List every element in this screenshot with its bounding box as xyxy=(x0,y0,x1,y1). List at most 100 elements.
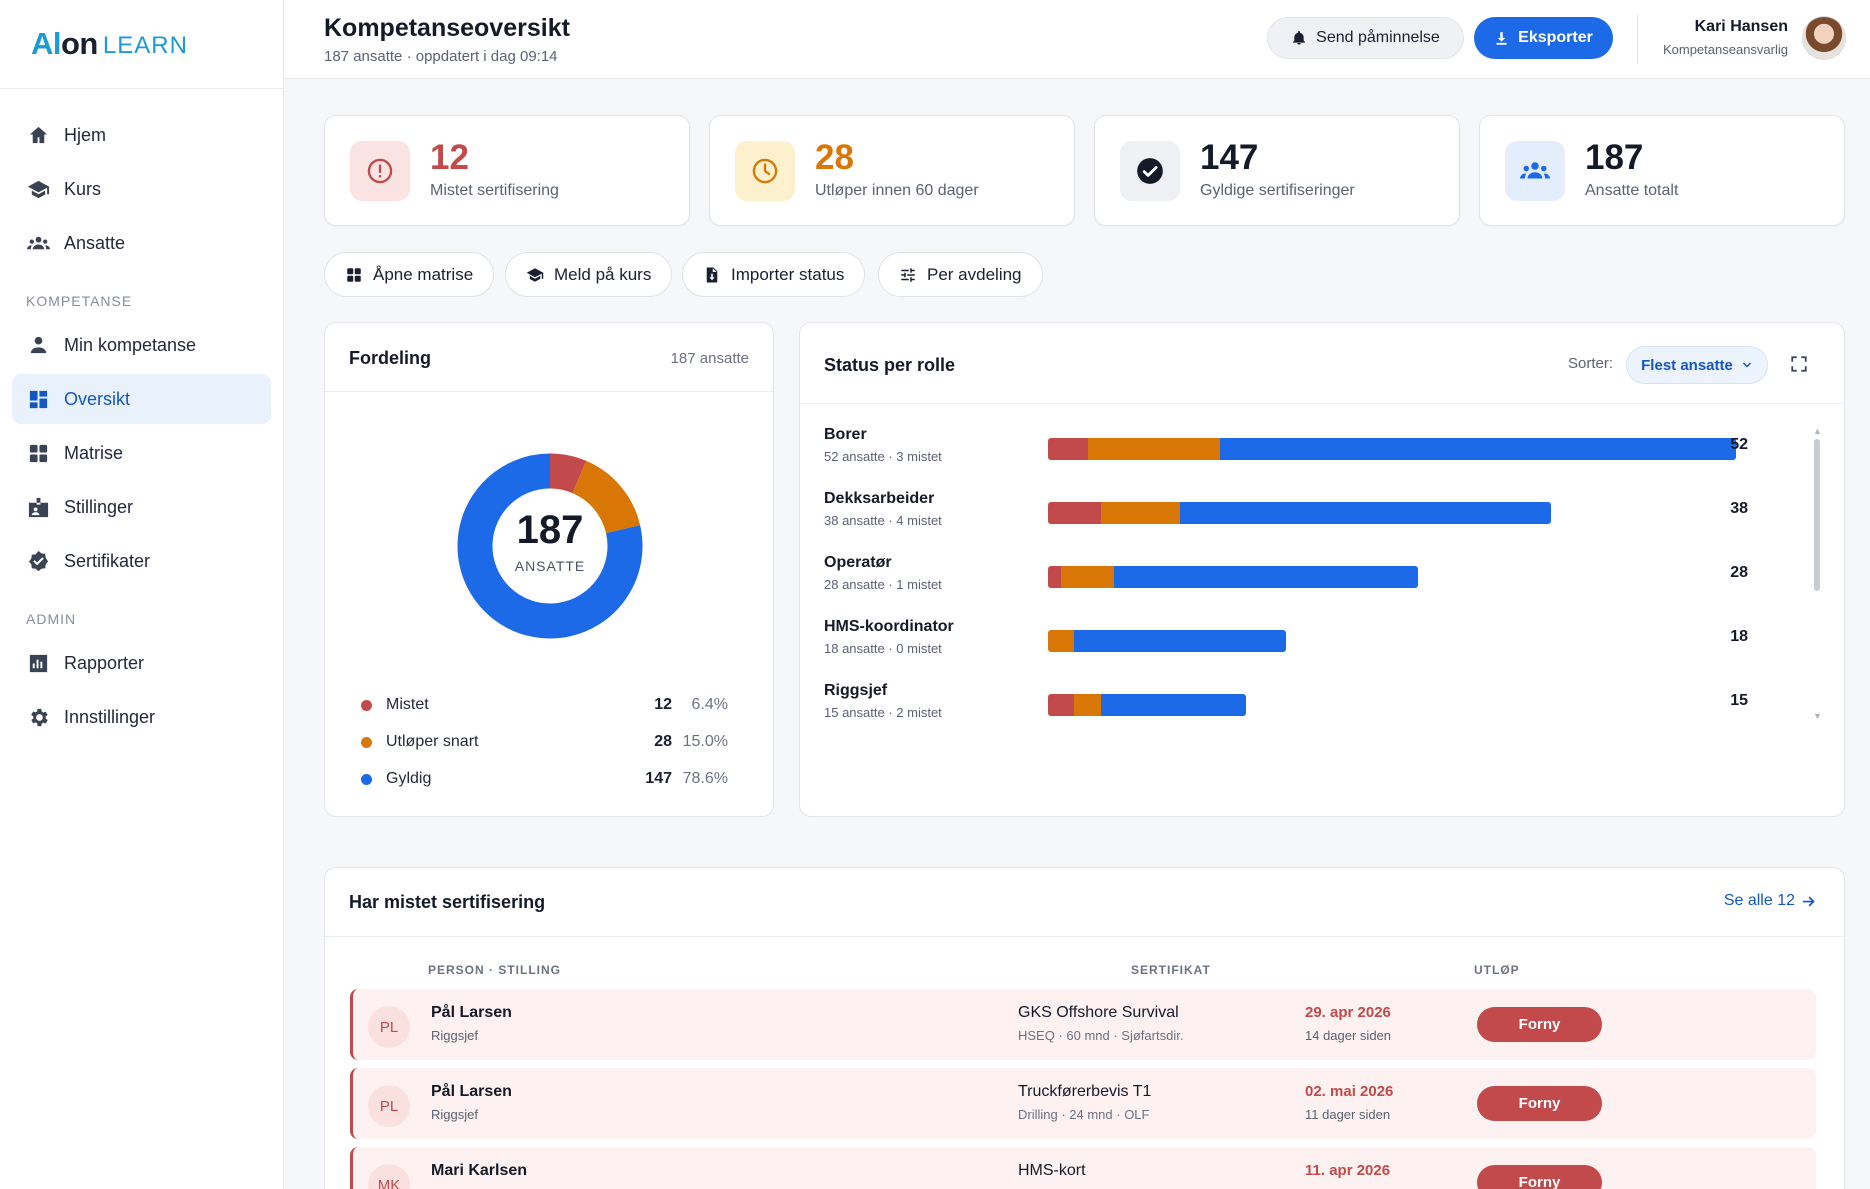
bar-segment-lost xyxy=(1048,694,1075,716)
stat-value: 187 xyxy=(1585,138,1644,177)
graduation-cap-icon xyxy=(526,267,544,282)
person-avatar: MK xyxy=(368,1164,410,1189)
role-summary: 52 ansatte · 3 mistet xyxy=(824,449,942,464)
sidebar-item-kurs[interactable]: Kurs xyxy=(12,164,271,214)
stat-value: 28 xyxy=(815,138,854,177)
user-role: Kompetanseansvarlig xyxy=(1662,42,1788,57)
role-bar xyxy=(1048,502,1551,524)
role-row[interactable]: Riggsjef 15 ansatte · 2 mistet 15 xyxy=(824,682,1748,720)
role-summary: 38 ansatte · 4 mistet xyxy=(824,513,942,528)
sidebar-item-ansatte[interactable]: Ansatte xyxy=(12,218,271,268)
role-name: Dekksarbeider xyxy=(824,490,935,507)
see-all-link[interactable]: Se alle 12 xyxy=(1724,892,1816,910)
role-row[interactable]: Dekksarbeider 38 ansatte · 4 mistet 38 xyxy=(824,490,1748,528)
sidebar-item-oversikt[interactable]: Oversikt xyxy=(12,374,271,424)
bar-segment-expiring xyxy=(1074,694,1101,716)
lost-cert-card: Har mistet sertifisering Se alle 12 PERS… xyxy=(324,867,1845,1189)
sort-dropdown[interactable]: Flest ansatte xyxy=(1626,346,1768,384)
donut-center-label: ANSATTE xyxy=(514,558,586,574)
expiry-date: 02. mai 2026 xyxy=(1305,1083,1394,1100)
brand-logo[interactable]: Alon LEARN xyxy=(0,0,283,89)
lost-cert-title: Har mistet sertifisering xyxy=(349,892,546,912)
sliders-icon xyxy=(901,267,915,282)
distribution-card: Fordeling 187 ansatte 187 ANSATTE Mistet… xyxy=(324,322,774,817)
bar-segment-expiring xyxy=(1048,630,1075,652)
bar-segment-valid xyxy=(1074,630,1287,652)
user-avatar[interactable] xyxy=(1802,16,1846,60)
role-summary: 18 ansatte · 0 mistet xyxy=(824,641,942,656)
grid-icon xyxy=(347,267,361,282)
bar-segment-valid xyxy=(1114,566,1419,588)
chevron-down-icon xyxy=(1742,362,1751,368)
enroll-course-button[interactable]: Meld på kurs xyxy=(505,252,673,297)
scroll-up-icon[interactable]: ▲ xyxy=(1813,426,1822,436)
distribution-count: 187 ansatte xyxy=(670,350,749,367)
open-matrix-button[interactable]: Åpne matrise xyxy=(324,252,495,297)
donut-slice-0 xyxy=(549,453,587,494)
bar-segment-expiring xyxy=(1100,502,1181,524)
group-icon xyxy=(1520,162,1550,179)
stat-card-total[interactable]: 187 Ansatte totalt xyxy=(1479,115,1845,226)
col-header-person: PERSON · STILLING xyxy=(428,963,562,977)
stat-card-expiring[interactable]: 28 Utløper innen 60 dager xyxy=(709,115,1075,226)
page-title: Kompetanseoversikt xyxy=(324,14,570,42)
bar-segment-lost xyxy=(1048,502,1101,524)
person-name: Mari Karlsen xyxy=(431,1162,528,1179)
export-button[interactable]: Eksporter xyxy=(1474,17,1613,59)
graduation-cap-icon xyxy=(27,180,50,198)
report-icon xyxy=(29,654,48,672)
renew-button[interactable]: Forny xyxy=(1477,1007,1602,1042)
stat-card-lost[interactable]: 12 Mistet sertifisering xyxy=(324,115,690,226)
sidebar-item-hjem[interactable]: Hjem xyxy=(12,110,271,160)
clock-icon xyxy=(752,158,778,184)
person-role: Riggsjef xyxy=(431,1028,478,1043)
stat-label: Ansatte totalt xyxy=(1585,182,1679,199)
role-name: HMS-koordinator xyxy=(824,618,954,635)
role-name: Riggsjef xyxy=(824,682,888,699)
role-bar xyxy=(1048,630,1287,652)
sidebar-item-sertifikater[interactable]: Sertifikater xyxy=(12,536,271,586)
role-bar xyxy=(1048,566,1419,588)
table-row[interactable]: MK Mari Karlsen HMS-kort 11. apr 2026 Fo… xyxy=(350,1147,1816,1189)
table-row[interactable]: PL Pål Larsen Riggsjef GKS Offshore Surv… xyxy=(350,989,1816,1060)
renew-button[interactable]: Forny xyxy=(1477,1165,1602,1189)
person-avatar: PL xyxy=(368,1085,410,1127)
home-icon xyxy=(29,126,48,143)
sidebar-item-matrise[interactable]: Matrise xyxy=(12,428,271,478)
role-status-title: Status per rolle xyxy=(824,355,956,375)
role-total: 52 xyxy=(1730,436,1748,453)
expiry-ago: 14 dager siden xyxy=(1305,1028,1392,1043)
role-row[interactable]: Operatør 28 ansatte · 1 mistet 28 xyxy=(824,554,1748,592)
role-total: 28 xyxy=(1730,564,1748,581)
send-reminder-button[interactable]: Send påminnelse xyxy=(1267,17,1464,59)
person-name: Pål Larsen xyxy=(431,1004,512,1021)
renew-button[interactable]: Forny xyxy=(1477,1086,1602,1121)
sidebar-item-innstillinger[interactable]: Innstillinger xyxy=(12,692,271,742)
cert-name: GKS Offshore Survival xyxy=(1018,1004,1179,1021)
expiry-date: 11. apr 2026 xyxy=(1305,1162,1391,1179)
distribution-title: Fordeling xyxy=(349,348,431,368)
role-row[interactable]: Borer 52 ansatte · 3 mistet 52 xyxy=(824,426,1748,464)
scroll-down-icon[interactable]: ▼ xyxy=(1813,711,1822,721)
scrollbar[interactable] xyxy=(1814,439,1820,591)
table-row[interactable]: PL Pål Larsen Riggsjef Truckførerbevis T… xyxy=(350,1068,1816,1139)
badge-icon xyxy=(28,497,49,517)
person-role: Riggsjef xyxy=(431,1107,478,1122)
stat-card-valid[interactable]: 147 Gyldige sertifiseringer xyxy=(1094,115,1460,226)
bar-segment-valid xyxy=(1219,438,1736,460)
role-row[interactable]: HMS-koordinator 18 ansatte · 0 mistet 18 xyxy=(824,618,1748,656)
per-department-button[interactable]: Per avdeling xyxy=(878,252,1043,297)
import-status-button[interactable]: Importer status xyxy=(682,252,866,297)
sidebar-item-min-kompetanse[interactable]: Min kompetanse xyxy=(12,320,271,370)
role-total: 15 xyxy=(1730,692,1748,709)
sidebar-item-stillinger[interactable]: Stillinger xyxy=(12,482,271,532)
role-bar xyxy=(1048,438,1736,460)
expand-icon[interactable] xyxy=(1790,355,1808,373)
bar-segment-lost xyxy=(1048,438,1088,460)
role-bar xyxy=(1048,694,1247,716)
sidebar-item-rapporter[interactable]: Rapporter xyxy=(12,638,271,688)
users-icon xyxy=(27,236,50,249)
role-name: Borer xyxy=(824,426,867,443)
legend-item-expiring: Utløper snart 28 15.0% xyxy=(361,733,761,751)
page-subtitle: 187 ansatte · oppdatert i dag 09:14 xyxy=(324,48,558,65)
